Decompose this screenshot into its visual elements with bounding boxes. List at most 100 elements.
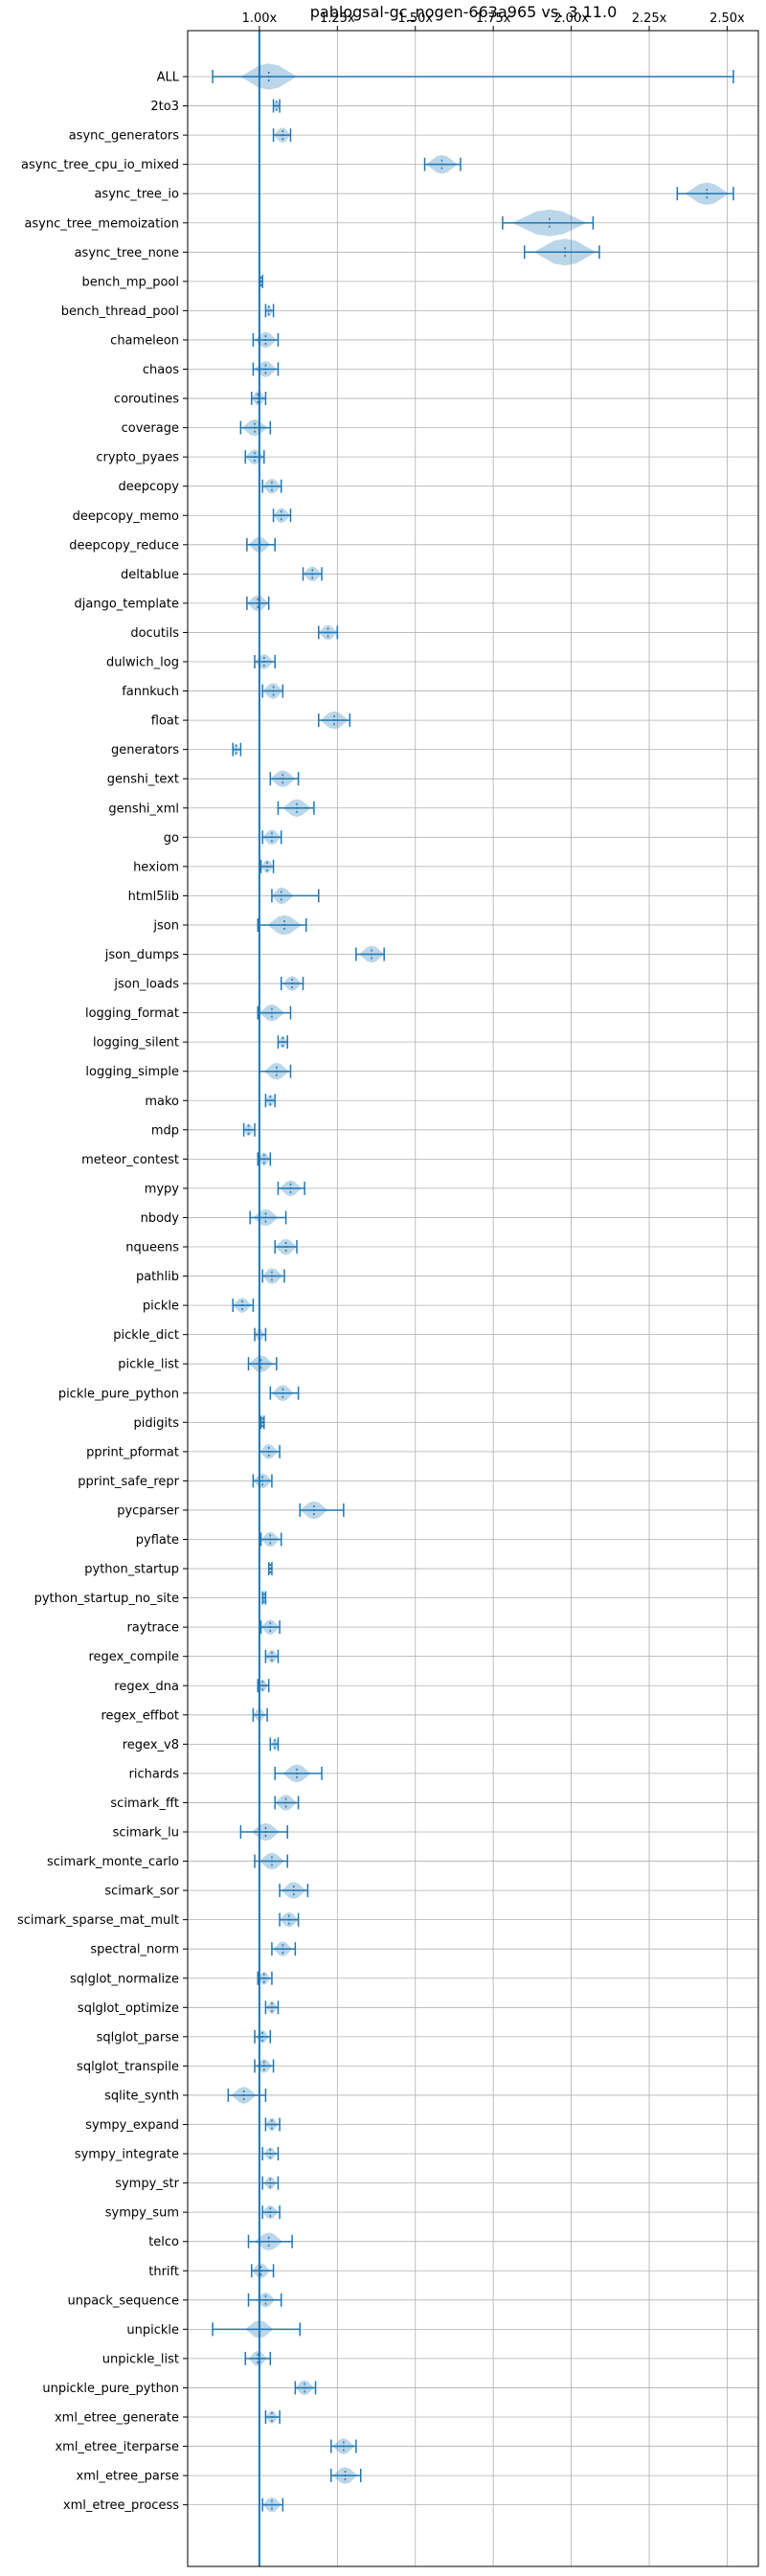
benchmark-label: pathlib [136,1270,179,1284]
violin-pprint-safe-repr [252,1473,273,1489]
violin-scimark-sparse-mat-mult [279,1911,300,1928]
benchmark-label: regex_effbot [101,1708,179,1723]
violin-float [318,711,351,730]
violin-hexiom [259,859,275,873]
violin-unpack-sequence [247,2292,282,2308]
violin-logging-silent [277,1035,288,1050]
violin-nbody [249,1209,287,1227]
violin-telco [247,2232,293,2251]
violin-deltablue [302,566,323,582]
y-axis-ticks: ALL 2to3 async_generators async_tree_cpu_io… [17,71,188,2513]
violin-pprint-pformat [259,1444,281,1459]
benchmark-label: scimark_sparse_mat_mult [17,1913,179,1928]
violin-mdp [242,1122,256,1137]
violin-sympy-integrate [261,2147,280,2161]
benchmark-label: regex_compile [88,1650,179,1664]
benchmark-label: dulwich_log [106,656,179,670]
benchmark-label: deepcopy [118,480,179,494]
violin-json [257,915,307,936]
violin-mako [264,1094,276,1108]
violin-json-loads [280,976,304,991]
violin-async-tree-memoization [502,209,595,237]
violin-sympy-str [261,2176,280,2190]
x-tick-label: 1.00x [242,11,278,26]
violin-sympy-sum [261,2204,281,2220]
violin-sqlglot-parse [254,2029,272,2044]
benchmark-label: scimark_fft [110,1796,179,1811]
benchmark-label: sqlglot_optimize [78,2001,179,2016]
violin-scimark-lu [239,1822,288,1842]
benchmark-label: mypy [145,1182,180,1196]
violin-fannkuch [261,683,284,699]
benchmark-label: sqlglot_transpile [77,2060,179,2074]
benchmark-label: django_template [75,597,179,611]
violin-unpickle-pure-python [294,2380,317,2396]
benchmark-label: async_tree_cpu_io_mixed [21,158,179,172]
violin-chaos [252,361,280,377]
violin-regex-v8 [269,1737,280,1751]
violin-unpickle [212,2320,301,2339]
violin-thrift [251,2263,275,2279]
violin-sqlite-synth [227,2087,267,2104]
benchmark-label: meteor_contest [81,1153,179,1167]
benchmark-label: pprint_pformat [86,1445,179,1459]
violin-go [261,829,282,846]
violin-deepcopy [261,478,282,494]
violin-xml-etree-generate [264,2410,281,2424]
violin-logging-format [257,1004,292,1022]
violin-docutils [318,624,339,641]
violin-sqlglot-optimize [264,2000,280,2015]
violin-regex-dna [257,1679,270,1693]
benchmark-label: pickle_dict [113,1328,179,1343]
violin-async-tree-none [523,238,600,266]
violin-layer [212,63,734,2513]
x-tick-label: 2.00x [553,11,589,26]
violin-2to3 [272,99,281,113]
violin-python-startup [267,1562,273,1576]
violin-xml-etree-iterparse [330,2438,357,2454]
violin-dulwich-log [254,654,276,669]
benchmark-label: unpickle_list [102,2352,179,2366]
x-tick-label: 1.75x [476,11,511,26]
benchmark-label: logging_format [85,1006,179,1021]
benchmark-label: coroutines [114,393,179,407]
violin-crypto-pyaes [244,449,265,464]
violin-pickle-pure-python [269,1385,300,1402]
benchmark-label: unpickle [126,2323,179,2338]
benchmark-label: pprint_safe_repr [78,1475,179,1489]
violin-scimark-monte-carlo [254,1852,288,1870]
violin-spectral-norm [271,1941,297,1957]
benchmark-label: html5lib [128,890,179,904]
benchmark-label: xml_etree_iterparse [55,2440,179,2454]
violin-chameleon [252,331,280,349]
benchmark-label: json_loads [113,978,179,992]
benchmark-label: ALL [157,71,180,85]
benchmark-label: 2to3 [150,100,179,114]
benchmark-label: json [152,918,179,933]
benchmark-label: regex_v8 [123,1738,179,1752]
violin-regex-effbot [252,1707,268,1722]
violin-pickle-dict [254,1327,267,1342]
benchmark-label: pycparser [117,1503,179,1518]
x-tick-label: 1.25x [320,11,355,26]
benchmark-label: richards [129,1767,180,1781]
benchmark-label: nqueens [125,1241,179,1255]
x-axis-ticks: 1.00x 1.25x 1.50x 1.75x 2.00x 2.25x 2.50x [242,11,745,31]
violin-scimark-sor [279,1882,309,1899]
violin-sqlglot-transpile [254,2059,275,2073]
benchmark-label: python_startup [84,1563,179,1577]
benchmark-label: thrift [148,2265,179,2279]
benchmark-label: generators [111,743,179,757]
benchmark-label: xml_etree_process [63,2498,179,2513]
violin-pathlib [261,1268,285,1284]
violin-unpickle-list [244,2351,272,2366]
violin-nqueens [274,1238,298,1255]
benchmark-label: bench_mp_pool [81,275,179,289]
violin-mypy [277,1180,305,1197]
benchmark-label: sympy_expand [85,2118,179,2133]
benchmark-label: unpickle_pure_python [42,2382,179,2396]
benchmark-label: deepcopy_reduce [69,538,179,553]
violin-python-startup-no-site [261,1591,267,1605]
benchmark-label: sympy_sum [105,2206,179,2221]
